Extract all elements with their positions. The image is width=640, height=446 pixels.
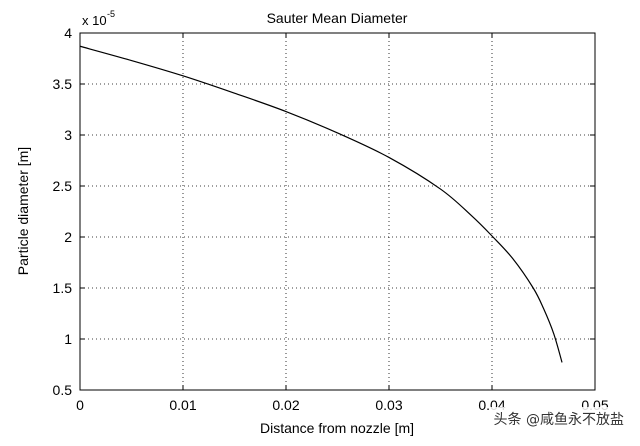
plot-area-frame <box>79 32 596 391</box>
y-tick-label: 3 <box>64 127 72 143</box>
x-tick-label: 0.01 <box>169 397 196 413</box>
y-multiplier-exponent: -5 <box>107 9 115 19</box>
y-tick-labels: 0.5 1 1.5 2 2.5 3 3.5 4 <box>53 25 73 398</box>
y-multiplier-label: x 10 <box>82 13 107 28</box>
y-tick-label: 0.5 <box>53 382 73 398</box>
y-tick-label: 1 <box>64 331 72 347</box>
y-axis-label: Particle diameter [m] <box>15 147 31 275</box>
axis-ticks <box>79 32 596 391</box>
y-tick-label: 2 <box>64 229 72 245</box>
series-line-sauter-mean-diameter <box>79 45 563 363</box>
y-tick-label: 2.5 <box>53 178 73 194</box>
x-tick-label: 0.03 <box>375 397 402 413</box>
y-tick-label: 3.5 <box>53 76 73 92</box>
y-tick-label: 1.5 <box>53 280 73 296</box>
grid-lines <box>80 33 595 390</box>
y-tick-label: 4 <box>64 25 72 41</box>
x-tick-label: 0 <box>76 397 84 413</box>
x-tick-label: 0.02 <box>272 397 299 413</box>
series-layer <box>79 45 563 363</box>
chart-title: Sauter Mean Diameter <box>267 10 408 26</box>
watermark-text: 头条 @咸鱼永不放盐 <box>489 407 628 431</box>
x-axis-label: Distance from nozzle [m] <box>260 420 414 436</box>
